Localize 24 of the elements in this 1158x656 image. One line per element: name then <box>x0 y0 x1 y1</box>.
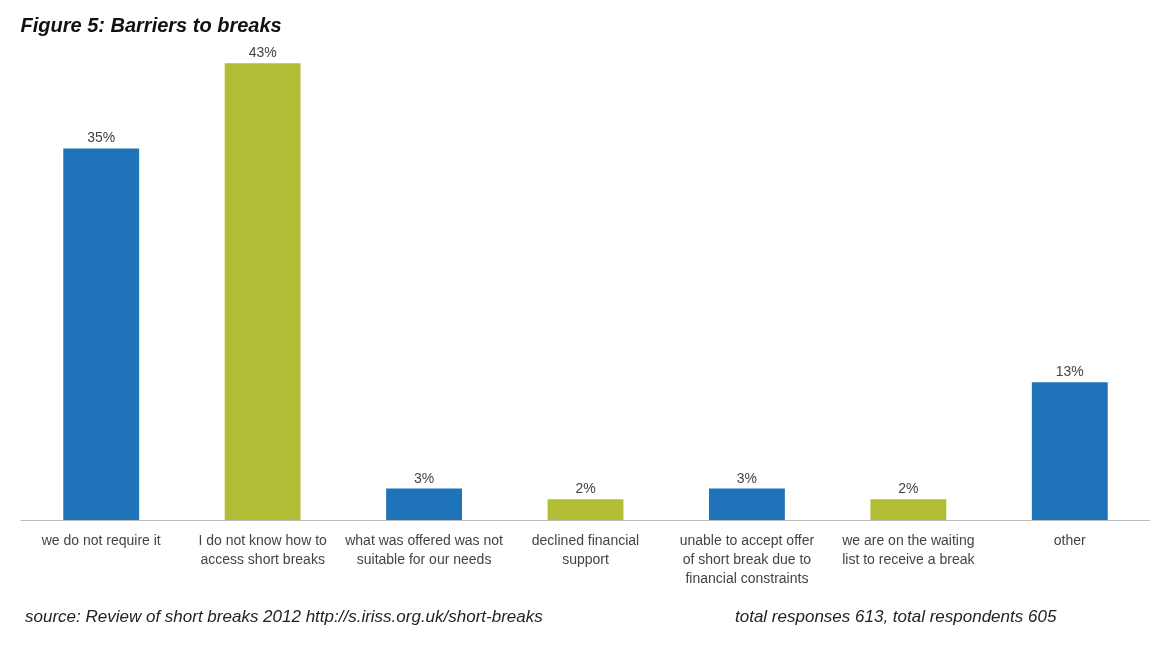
x-tick-label: we are on the waiting list to receive a break <box>841 531 976 567</box>
x-tick-label: other <box>1053 531 1087 548</box>
bar <box>870 499 947 521</box>
data-label: 13% <box>1055 363 1084 380</box>
data-label: 2% <box>575 480 596 497</box>
data-label: 2% <box>898 480 919 497</box>
source-note: source: Review of short breaks 2012 http://s.iriss.org.uk/short-breaks <box>25 606 543 628</box>
data-label: 3% <box>736 469 758 486</box>
bar <box>547 499 624 521</box>
data-label: 43% <box>248 44 277 61</box>
bar <box>708 488 785 521</box>
x-tick-label: declined financial support <box>531 531 640 567</box>
x-tick-label: we do not require it <box>40 531 161 548</box>
chart-title: Figure 5: Barriers to breaks <box>20 13 282 36</box>
bar <box>386 488 463 521</box>
data-label: 3% <box>413 469 435 486</box>
data-label: 35% <box>87 129 116 146</box>
x-tick-label: unable to accept offer of short break due to financial constraints <box>679 531 815 586</box>
x-tick-label: what was offered was not suitable for our needs <box>344 531 504 567</box>
text: total responses 613, total respondents 605 <box>735 606 1057 628</box>
bar <box>63 148 140 521</box>
bar <box>224 63 301 521</box>
x-tick-label: I do not know how to access short breaks <box>198 531 328 567</box>
bar <box>1031 382 1108 521</box>
